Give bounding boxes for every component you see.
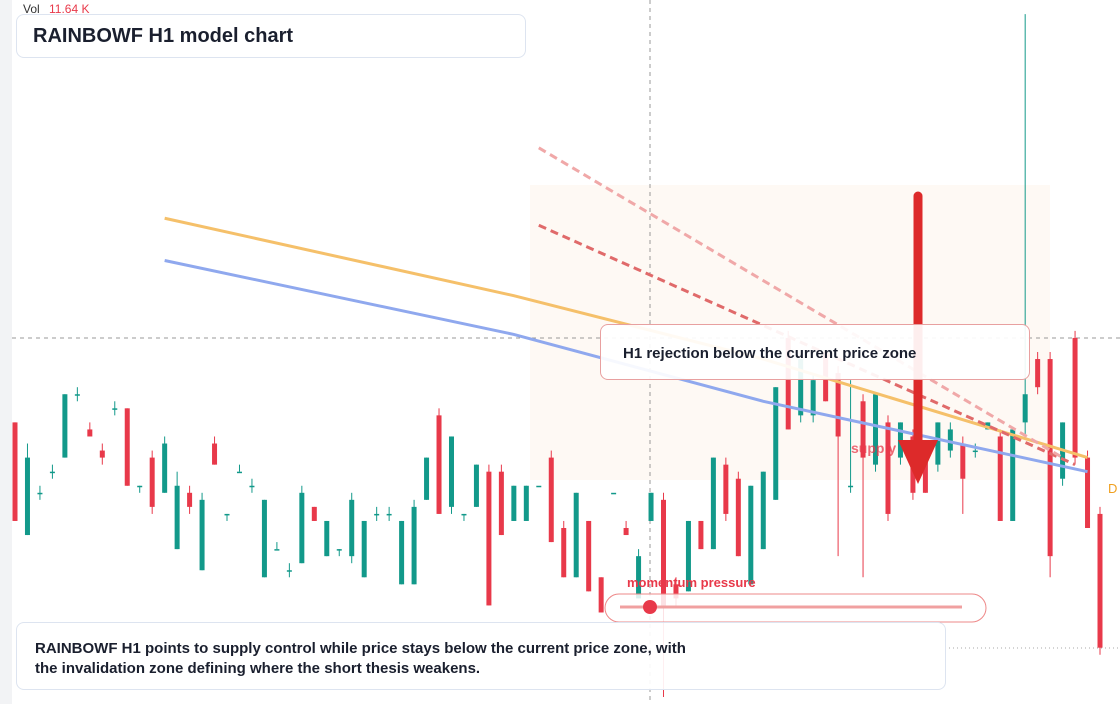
candle-body bbox=[74, 394, 80, 396]
candle-body bbox=[37, 492, 43, 495]
candle-body bbox=[174, 485, 180, 550]
candle-body bbox=[685, 520, 691, 592]
candle-body bbox=[748, 485, 754, 585]
candle-body bbox=[149, 457, 155, 507]
candle-body bbox=[1035, 359, 1041, 388]
edge-label: D bbox=[1108, 481, 1117, 496]
candle-body bbox=[199, 499, 205, 571]
candle-body bbox=[1022, 394, 1028, 423]
candle-body bbox=[586, 520, 592, 592]
left-strip bbox=[0, 0, 12, 704]
annotation: H1 rejection below the current price zon… bbox=[623, 345, 917, 362]
candle-body bbox=[249, 485, 255, 488]
candle-body bbox=[873, 394, 879, 465]
note-box: RAINBOWF H1 points to supply control whi… bbox=[16, 622, 946, 690]
candle-body bbox=[735, 478, 741, 557]
candle-body bbox=[1097, 513, 1103, 648]
candle-body bbox=[386, 513, 392, 516]
candle-body bbox=[12, 422, 18, 521]
candle-body bbox=[710, 457, 716, 550]
candle-body bbox=[810, 380, 816, 416]
candle-body bbox=[1072, 337, 1078, 458]
candle-body bbox=[224, 513, 230, 516]
candle-body bbox=[673, 584, 679, 599]
chart-title: RAINBOWF H1 model chart bbox=[33, 25, 294, 47]
candle-body bbox=[548, 457, 554, 543]
candle-body bbox=[24, 457, 30, 536]
candle-body bbox=[162, 443, 168, 493]
candle-body bbox=[1047, 359, 1053, 557]
candle-body bbox=[399, 520, 405, 585]
candle-body bbox=[498, 471, 504, 536]
indicator-dot bbox=[643, 600, 657, 614]
candle-body bbox=[723, 464, 729, 514]
candle-body bbox=[598, 577, 604, 613]
candle-body bbox=[49, 471, 55, 474]
zone-label: supply bbox=[851, 440, 896, 456]
candle-body bbox=[511, 485, 517, 521]
candle-body bbox=[374, 513, 380, 516]
candle-body bbox=[473, 464, 479, 507]
candle-body bbox=[236, 471, 242, 474]
candle-body bbox=[486, 471, 492, 606]
overlay-line bbox=[538, 146, 1064, 459]
candle-body bbox=[361, 520, 367, 578]
candle-body bbox=[947, 429, 953, 451]
candle-body bbox=[661, 499, 667, 606]
note: RAINBOWF H1 points to supply control whi… bbox=[35, 640, 686, 677]
candle-body bbox=[798, 359, 804, 416]
candle-body bbox=[112, 408, 118, 410]
candle-body bbox=[698, 520, 704, 550]
candle-body bbox=[773, 387, 779, 500]
candle-body bbox=[137, 485, 143, 488]
candle-body bbox=[885, 422, 891, 514]
candle-body bbox=[411, 506, 417, 585]
candle-body bbox=[286, 570, 292, 572]
vol-label: Vol bbox=[23, 2, 40, 16]
candle-body bbox=[424, 457, 430, 500]
candle-body bbox=[336, 549, 342, 551]
title-box: RAINBOWF H1 model chart bbox=[16, 14, 526, 58]
candle-body bbox=[561, 528, 567, 578]
candle-body bbox=[1010, 429, 1016, 521]
candle-body bbox=[299, 492, 305, 564]
candle-body bbox=[448, 436, 454, 507]
candle-body bbox=[960, 443, 966, 479]
candle-body bbox=[99, 450, 105, 458]
candle-body bbox=[87, 429, 93, 437]
candle-body bbox=[760, 471, 766, 550]
candle-body bbox=[972, 450, 978, 453]
candle-body bbox=[523, 485, 529, 521]
candle-body bbox=[785, 337, 791, 430]
candle-body bbox=[212, 443, 218, 465]
candle-body bbox=[648, 492, 654, 521]
candle-body bbox=[573, 492, 579, 578]
candle-body bbox=[1085, 457, 1091, 528]
candle-body bbox=[922, 443, 928, 493]
candle-body bbox=[636, 556, 642, 599]
candle-body bbox=[436, 415, 442, 514]
candle-body bbox=[311, 506, 317, 521]
candle-body bbox=[611, 492, 617, 495]
candle-body bbox=[623, 528, 629, 536]
candle-body bbox=[324, 520, 330, 557]
indicator-label: momentum pressure bbox=[627, 575, 756, 590]
candle-body bbox=[997, 436, 1003, 521]
candle-body bbox=[124, 408, 130, 486]
candle-body bbox=[860, 401, 866, 458]
candle-body bbox=[261, 499, 267, 578]
vol-value: 11.64 K bbox=[49, 2, 89, 16]
candle-body bbox=[935, 422, 941, 465]
candle-body bbox=[274, 549, 280, 551]
candle-body bbox=[848, 485, 854, 488]
annotation-box: H1 rejection below the current price zon… bbox=[600, 324, 1030, 380]
candle-body bbox=[461, 513, 467, 516]
candle-body bbox=[62, 394, 68, 458]
candle-body bbox=[349, 499, 355, 557]
candle-body bbox=[187, 492, 193, 507]
arrow-head bbox=[898, 440, 938, 484]
candle-body bbox=[835, 373, 841, 437]
candle-body bbox=[536, 485, 542, 488]
